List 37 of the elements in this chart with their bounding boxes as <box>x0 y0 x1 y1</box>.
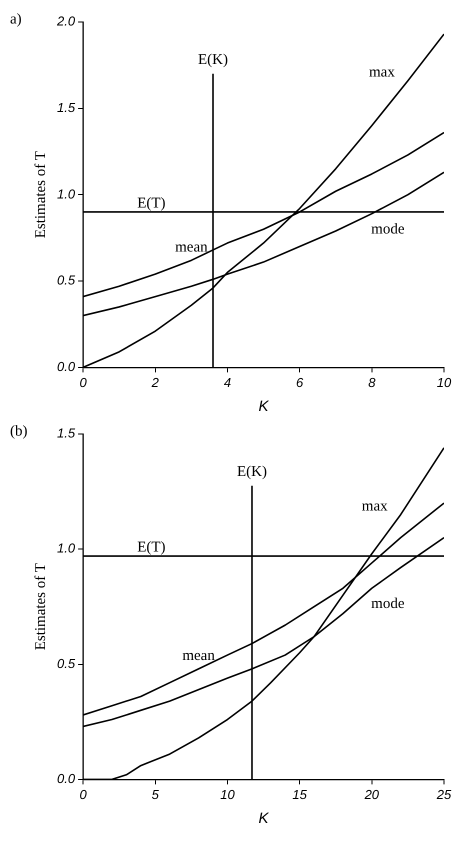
x-tick-label: 4 <box>224 374 232 390</box>
x-tick-label: 8 <box>368 374 376 390</box>
chart-title: a) <box>10 11 22 28</box>
y-axis-title: Estimates of T <box>32 563 49 650</box>
series-label: mean <box>175 239 208 256</box>
y-axis-title: Estimates of T <box>32 151 49 238</box>
y-tick-label: 1.0 <box>56 540 76 556</box>
series-label: max <box>368 64 396 81</box>
x-axis-title: K <box>258 810 270 828</box>
x-tick-label: 10 <box>436 374 452 390</box>
y-tick-label: 1.0 <box>56 186 76 202</box>
ref-line-label: E(T) <box>137 539 166 556</box>
x-axis-title: K <box>258 398 270 416</box>
y-tick-label: 1.5 <box>56 426 76 441</box>
x-tick-label: 20 <box>364 786 380 802</box>
ref-line-label: E(T) <box>137 195 166 212</box>
ref-line-label: E(K) <box>198 52 228 68</box>
x-tick-label: 0 <box>79 374 88 390</box>
x-tick-label: 2 <box>150 374 160 390</box>
y-tick-label: 0.5 <box>56 272 76 288</box>
x-tick-label: 0 <box>79 786 88 802</box>
series-label: mean <box>182 648 216 664</box>
y-tick-label: 0.0 <box>56 359 76 374</box>
x-tick-label: 6 <box>296 374 304 390</box>
x-tick-label: 25 <box>436 786 452 802</box>
y-tick-label: 0.0 <box>56 771 76 786</box>
x-tick-label: 10 <box>220 786 236 802</box>
series-label: max <box>362 498 388 515</box>
series-label: mode <box>371 596 405 612</box>
chart-title: (b) <box>10 423 28 440</box>
y-tick-label: 1.5 <box>56 100 76 115</box>
series-label: mode <box>371 222 405 238</box>
y-tick-label: 2.0 <box>56 14 76 29</box>
ref-line-label: E(K) <box>236 464 267 480</box>
x-tick-label: 5 <box>152 786 160 802</box>
y-tick-label: 0.5 <box>56 656 76 671</box>
x-tick-label: 15 <box>292 786 308 802</box>
